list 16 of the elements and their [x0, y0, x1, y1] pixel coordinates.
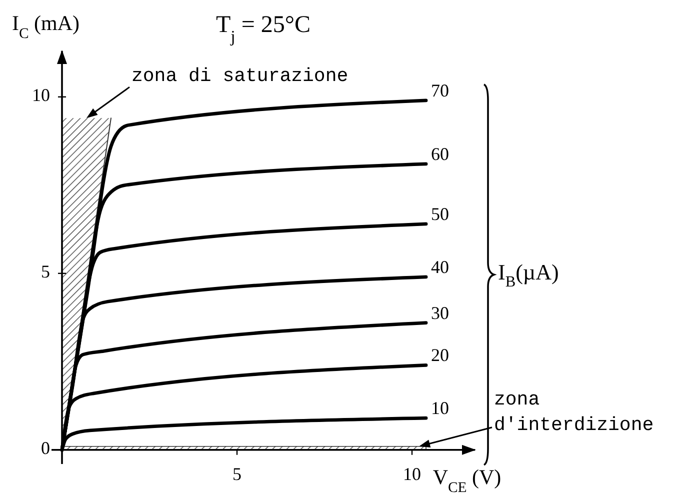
annotation: zona d'interdizione: [494, 388, 654, 436]
x-axis-title: V$_{CE}$ (V): [432, 464, 502, 496]
series-label: 60: [431, 144, 449, 164]
legend-title: I$_{B}$(µA): [498, 260, 559, 291]
series-label: 30: [431, 302, 449, 323]
series-label: 40: [431, 257, 449, 278]
y-axis-title: I$_{C}$ (mA): [12, 11, 80, 42]
chart-title: T$_{j}$ = 25°C: [216, 12, 310, 46]
y-tick-label: 0: [41, 438, 50, 458]
series-label: 10: [431, 398, 449, 418]
y-tick-label: 10: [32, 85, 50, 106]
series-label: 20: [431, 345, 449, 366]
series-label: 70: [431, 80, 449, 101]
y-tick-label: 5: [41, 262, 50, 282]
series-label: 50: [431, 204, 449, 224]
annotation: zona di saturazione: [132, 65, 348, 88]
